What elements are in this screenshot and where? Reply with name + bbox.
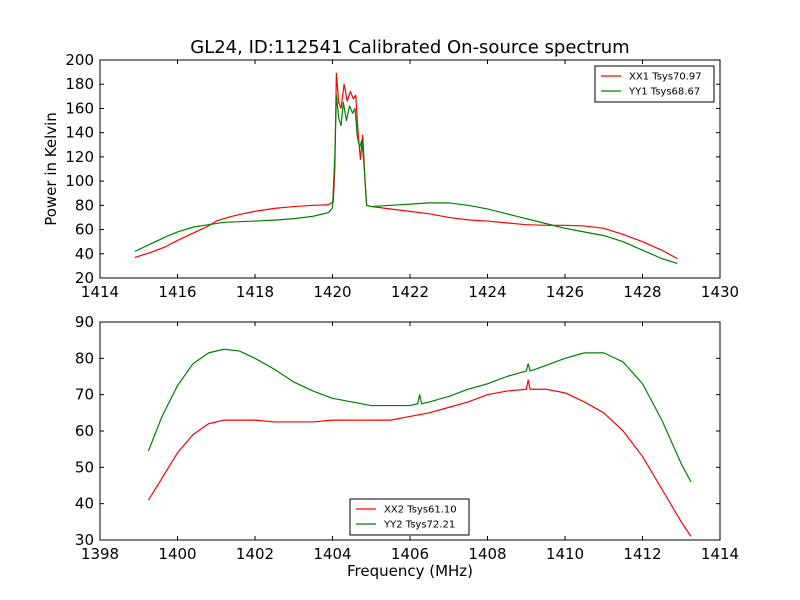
x-tick-label: 1408 — [468, 545, 506, 563]
y-tick-label: 180 — [65, 75, 94, 93]
x-tick-label: 1414 — [81, 283, 119, 301]
y-tick-label: 120 — [65, 148, 94, 166]
x-tick-label: 1414 — [701, 545, 739, 563]
legend-box — [594, 65, 715, 103]
x-tick-label: 1430 — [701, 283, 739, 301]
y-tick-label: 160 — [65, 99, 94, 117]
legend-box — [349, 498, 470, 536]
y-tick-label: 60 — [75, 422, 94, 440]
x-tick-label: 1406 — [391, 545, 429, 563]
y-tick-label: 40 — [75, 495, 94, 513]
y-tick-label: 200 — [65, 51, 94, 69]
series-line-2-2 — [147, 348, 692, 483]
series-line-2-1 — [147, 379, 692, 537]
series-line-1-1 — [134, 72, 678, 260]
y-tick-label: 100 — [65, 172, 94, 190]
legend-label: YY2 Tsys72.21 — [383, 520, 455, 531]
bottom-spectrum-plot: 1398 1400 1402 1404 1406 1408 1410 1412 1414 30 40… — [75, 313, 739, 580]
y-tick-label: 70 — [75, 386, 94, 404]
y-tick-label: 80 — [75, 196, 94, 214]
x-tick-label: 1420 — [313, 283, 351, 301]
x-tick-label: 1422 — [391, 283, 429, 301]
x-tick-label: 1412 — [623, 545, 661, 563]
figure-title: GL24, ID:112541 Calibrated On-source spe… — [190, 37, 629, 58]
y-tick-label: 20 — [75, 269, 94, 287]
y-tick-label: 40 — [75, 245, 94, 263]
y-tick-label: 90 — [75, 313, 94, 331]
x-tick-label: 1416 — [158, 283, 196, 301]
x-tick-label: 1400 — [158, 545, 196, 563]
y-tick-label: 30 — [75, 531, 94, 549]
y-tick-label: 80 — [75, 349, 94, 367]
y-tick-label: 140 — [65, 124, 94, 142]
y-axis-title: Power in Kelvin — [42, 112, 60, 226]
x-tick-label: 1424 — [468, 283, 506, 301]
x-axis-title: Frequency (MHz) — [347, 562, 473, 580]
top-spectrum-plot: 1414 1416 1418 1420 1422 1424 1426 1428 1430 20 40… — [42, 51, 739, 301]
x-tick-label: 1426 — [546, 283, 584, 301]
legend-label: XX2 Tsys61.10 — [384, 505, 457, 516]
x-tick-label: 1410 — [546, 545, 584, 563]
series-line-1-2 — [134, 94, 678, 265]
x-tick-label: 1418 — [236, 283, 274, 301]
y-tick-label: 50 — [75, 458, 94, 476]
legend-label: XX1 Tsys70.97 — [629, 72, 702, 83]
legend-label: YY1 Tsys68.67 — [628, 87, 700, 98]
y-tick-label: 60 — [75, 221, 94, 239]
legend: XX1 Tsys70.97 YY1 Tsys68.67 — [594, 65, 715, 103]
x-tick-label: 1402 — [236, 545, 274, 563]
legend: XX2 Tsys61.10 YY2 Tsys72.21 — [349, 498, 470, 536]
x-tick-label: 1404 — [313, 545, 351, 563]
x-tick-label: 1428 — [623, 283, 661, 301]
x-tick-label: 1398 — [81, 545, 119, 563]
